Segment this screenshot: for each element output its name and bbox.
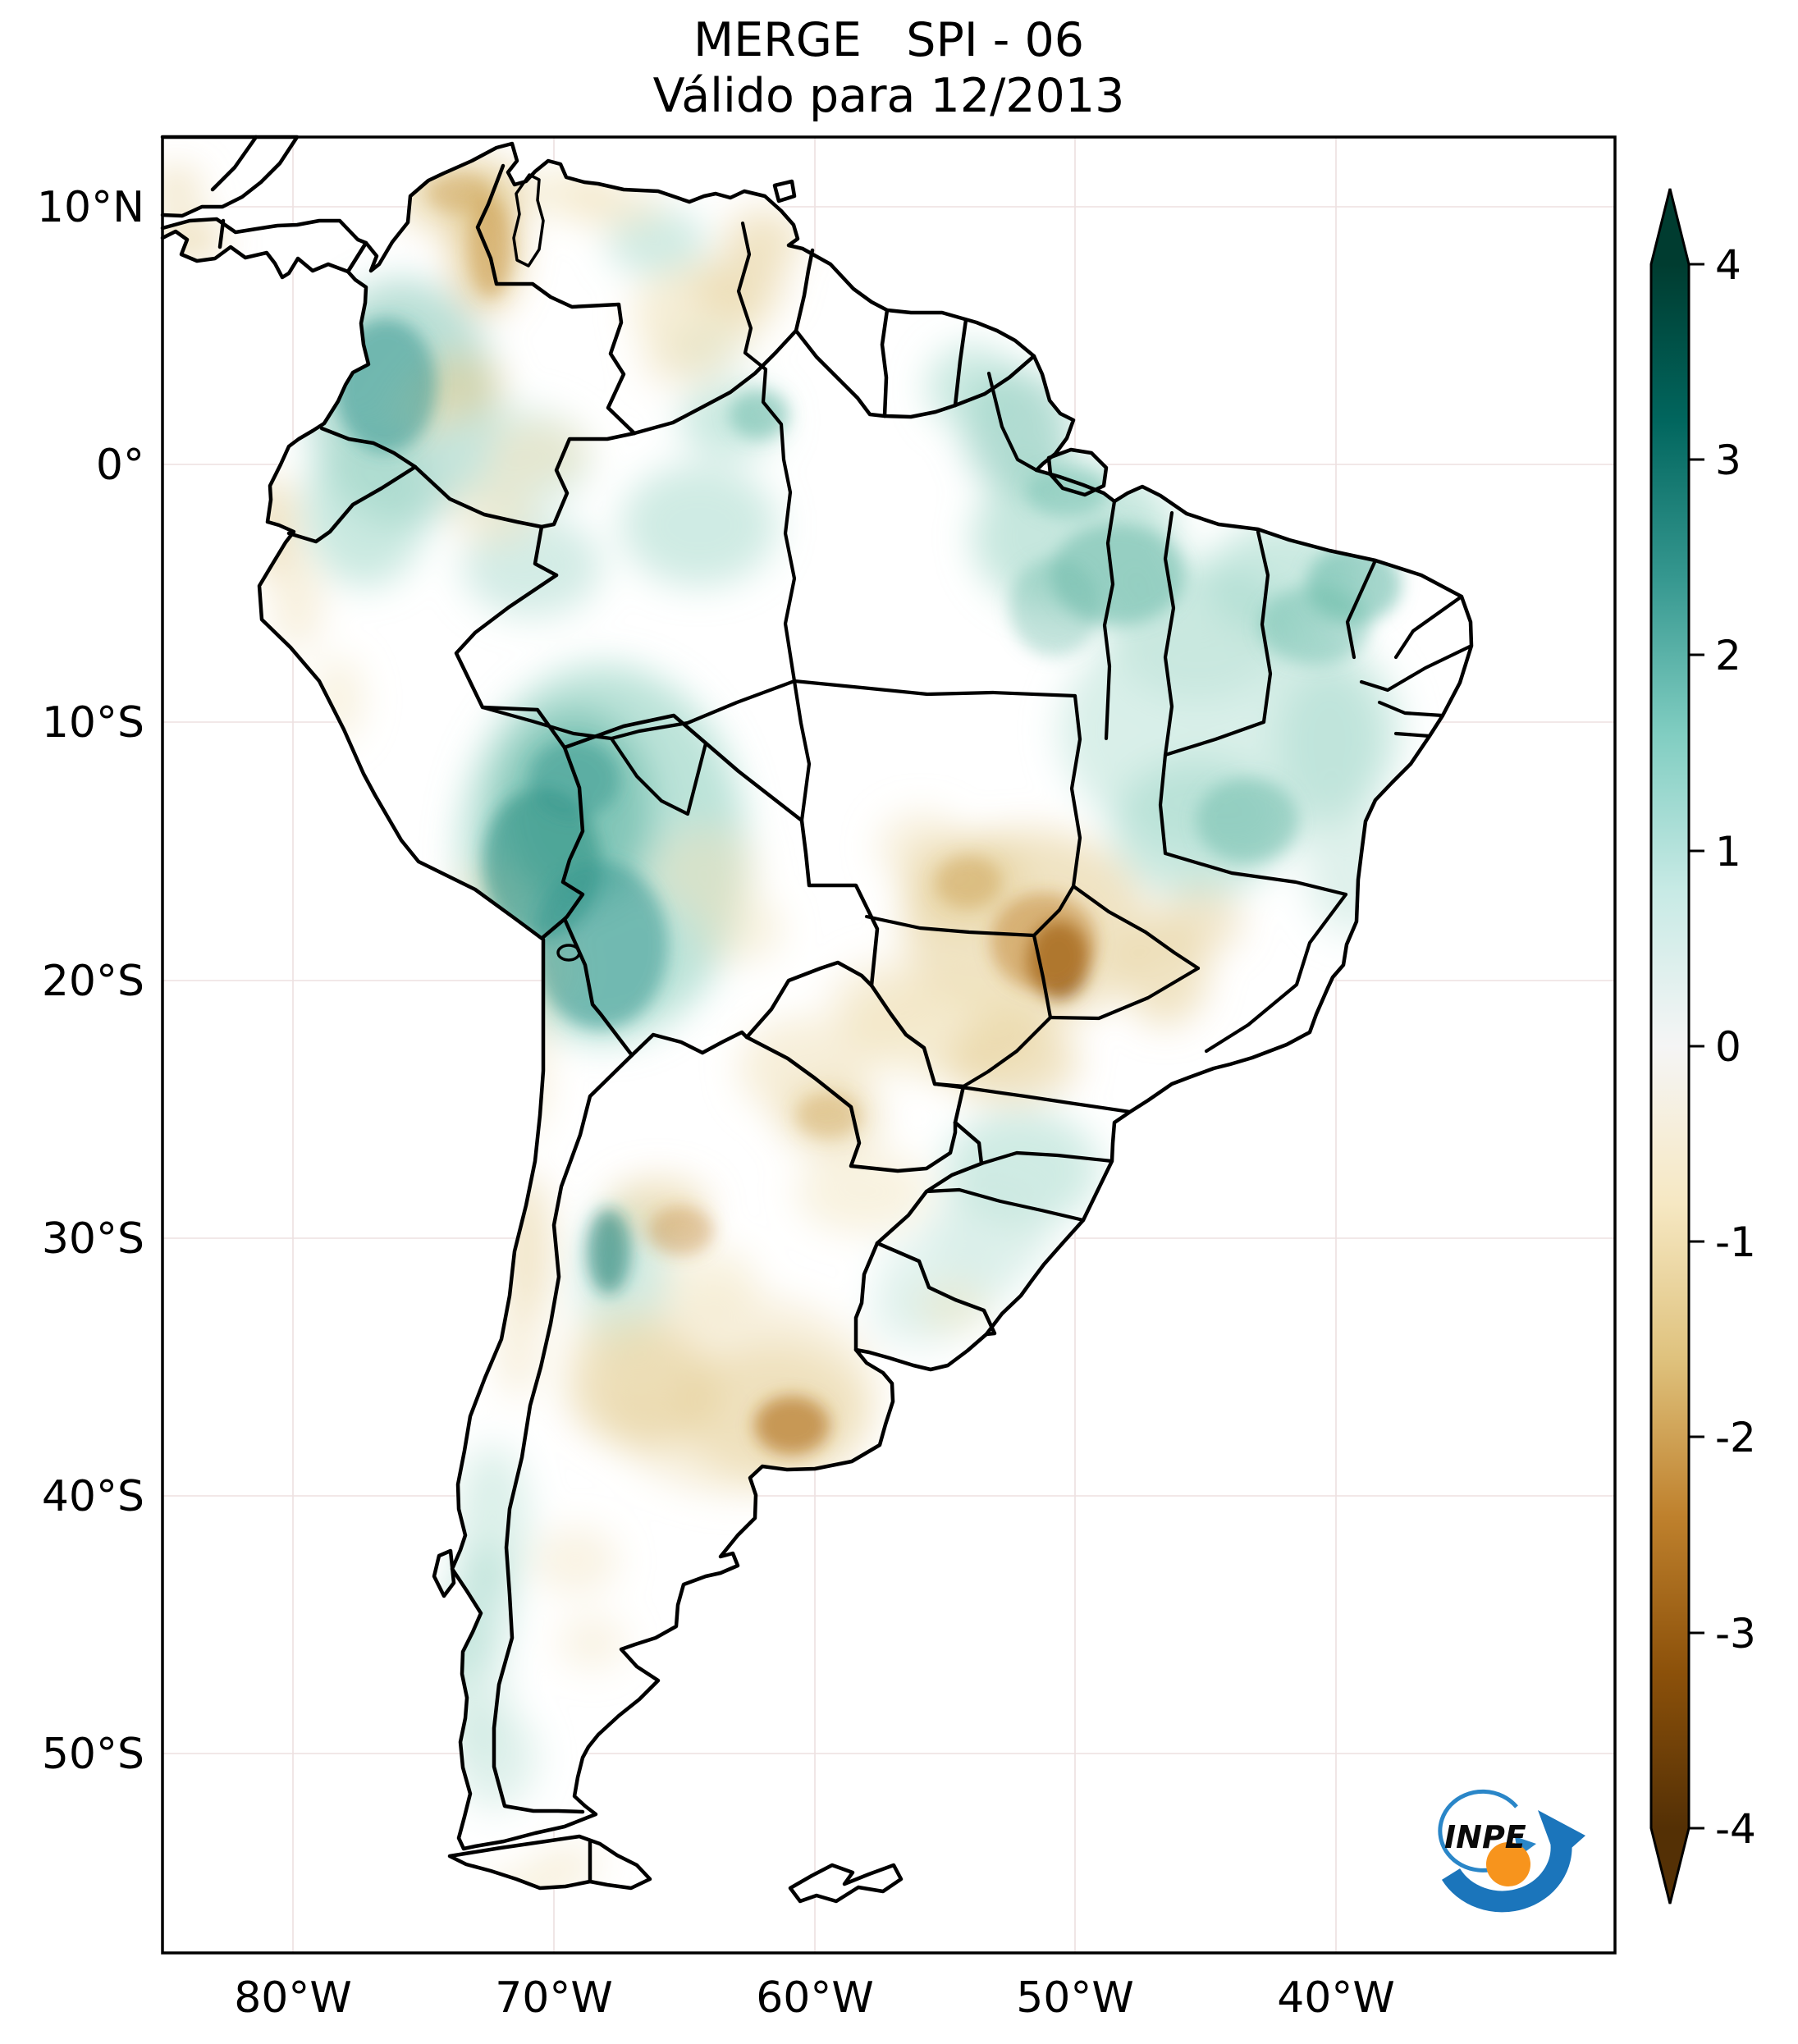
- xtick-70w: 70°W: [495, 1973, 613, 2023]
- state-borders: [480, 221, 1474, 1223]
- ytick-40s: 40°S: [41, 1472, 144, 1521]
- cbar-tick-2: 2: [1715, 632, 1741, 679]
- ytick-50s: 50°S: [41, 1730, 144, 1779]
- cbar-tick-4: 4: [1715, 241, 1741, 289]
- logo-orange-circle-icon: [1486, 1842, 1530, 1886]
- xtick-80w: 80°W: [234, 1973, 352, 2023]
- cbar-tick-m2: -2: [1715, 1414, 1756, 1461]
- cbar-tick-m4: -4: [1715, 1805, 1756, 1853]
- cbar-tick-3: 3: [1715, 437, 1741, 484]
- ytick-0: 0°: [95, 441, 144, 490]
- cbar-tick-0: 0: [1715, 1023, 1741, 1071]
- ytick-10n: 10°N: [36, 183, 144, 232]
- ytick-30s: 30°S: [41, 1214, 144, 1264]
- colorbar-tick-marks: [1689, 263, 1704, 1830]
- xtick-40w: 40°W: [1277, 1973, 1395, 2023]
- cbar-tick-1: 1: [1715, 828, 1741, 876]
- logo-text: INPE: [1444, 1819, 1526, 1855]
- figure-title: MERGE SPI - 06: [693, 13, 1085, 67]
- cbar-tick-m1: -1: [1715, 1219, 1756, 1266]
- cbar-tick-m3: -3: [1715, 1610, 1756, 1658]
- coastlines: [160, 135, 1474, 1904]
- inpe-logo: INPE: [1438, 1789, 1585, 1913]
- colorbar: [1649, 188, 1704, 1905]
- figure-subtitle: Válido para 12/2013: [652, 69, 1125, 123]
- spi-field: [162, 153, 1403, 1901]
- plot-frame: [161, 135, 1617, 1955]
- country-borders: [210, 135, 1036, 1884]
- xtick-60w: 60°W: [756, 1973, 874, 2023]
- ytick-20s: 20°S: [41, 957, 144, 1006]
- xtick-50w: 50°W: [1016, 1973, 1134, 2023]
- ytick-10s: 10°S: [41, 698, 144, 748]
- logo-arrow-icon: [1538, 1810, 1585, 1861]
